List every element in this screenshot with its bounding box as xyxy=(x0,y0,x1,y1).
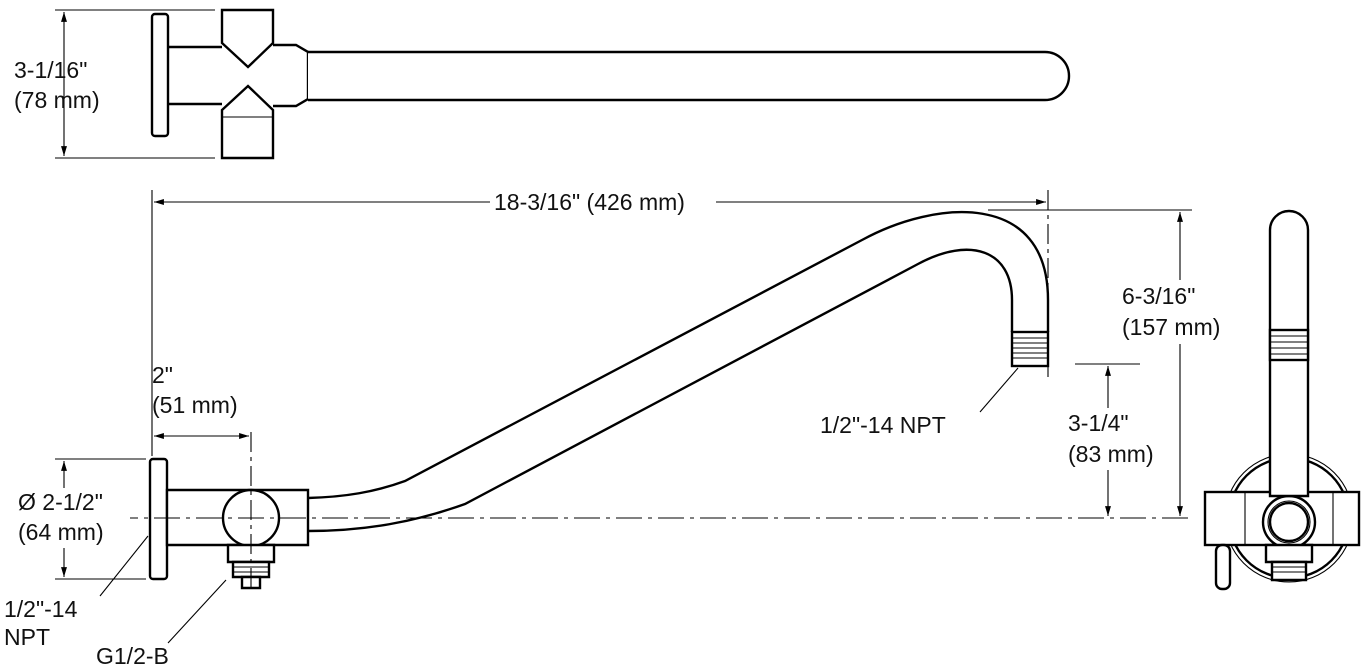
rise-dim-label: 6-3/16" xyxy=(1122,283,1195,309)
drop-dim-metric: (83 mm) xyxy=(1068,441,1154,467)
offset-dim-metric: (51 mm) xyxy=(152,392,238,418)
inlet-callout-metric: NPT xyxy=(4,624,50,650)
flange-dim-label: Ø 2-1/2" xyxy=(18,489,103,515)
inlet-leader xyxy=(99,535,149,597)
top-view: 3-1/16" (78 mm) xyxy=(14,8,1071,160)
diverter-leader xyxy=(167,579,227,644)
top-view-upper-fitting xyxy=(220,8,275,69)
front-view xyxy=(1203,209,1361,591)
diverter-callout-label: G1/2-B xyxy=(96,643,169,668)
top-view-arm xyxy=(308,50,1071,102)
flange-dim-metric: (64 mm) xyxy=(18,519,104,545)
inlet-callout-label: 1/2"-14 xyxy=(4,596,78,622)
reach-dim-label: 18-3/16" (426 mm) xyxy=(494,189,685,215)
side-view-arm xyxy=(307,211,1050,500)
side-view-flange xyxy=(148,457,169,581)
rise-dim-metric: (157 mm) xyxy=(1122,314,1220,340)
drop-dim-label: 3-1/4" xyxy=(1068,410,1129,436)
outlet-leader xyxy=(979,367,1019,413)
top-height-dim-metric: (78 mm) xyxy=(14,87,100,113)
outlet-thread xyxy=(1010,330,1050,368)
outlet-callout-label: 1/2"-14 NPT xyxy=(820,412,946,438)
top-view-flange xyxy=(150,12,170,138)
top-view-lower-fitting xyxy=(220,84,275,160)
side-view: 18-3/16" (426 mm) 2" (51 mm) Ø 2-1/2" (6… xyxy=(4,186,1240,668)
top-height-dim-label: 3-1/16" xyxy=(14,57,87,83)
offset-dim-label: 2" xyxy=(152,362,173,388)
